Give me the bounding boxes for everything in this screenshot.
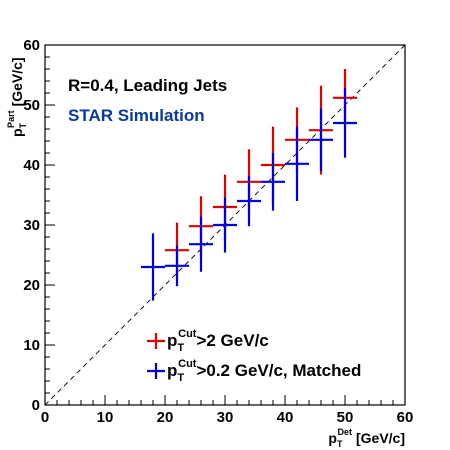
- x-axis-title: pTDet [GeV/c]: [328, 427, 405, 449]
- annotation-jet-info: R=0.4, Leading Jets: [68, 76, 227, 95]
- x-tick-label: 30: [217, 409, 234, 426]
- y-tick-label: 40: [23, 157, 40, 174]
- y-axis-title: pTPart[GeV/c]: [6, 57, 28, 137]
- y-tick-label: 20: [23, 277, 40, 294]
- axis-ticks: [44, 44, 406, 406]
- x-tick-label: 20: [157, 409, 174, 426]
- data-point: [285, 126, 309, 201]
- y-tick-labels: 0 10 20 30 40 50 60: [23, 37, 40, 414]
- y-tick-label: 30: [23, 217, 40, 234]
- legend-label-blue: pTCut>0.2 GeV/c, Matched: [167, 358, 361, 384]
- x-tick-label: 0: [41, 409, 49, 426]
- legend-entry-red: pTCut>2 GeV/c: [147, 328, 269, 354]
- y-tick-label: 50: [23, 97, 40, 114]
- series-0: [165, 69, 357, 278]
- data-point: [189, 216, 213, 272]
- legend-label-red: pTCut>2 GeV/c: [167, 328, 269, 354]
- data-point: [213, 197, 237, 253]
- y-tick-label: 10: [23, 337, 40, 354]
- x-tick-label: 40: [277, 409, 294, 426]
- series-1: [141, 88, 357, 301]
- data-point: [165, 245, 189, 287]
- x-tick-labels: 0 10 20 30 40 50 60: [41, 409, 414, 426]
- x-tick-label: 60: [397, 409, 414, 426]
- x-tick-label: 50: [337, 409, 354, 426]
- data-point: [309, 108, 333, 171]
- data-point: [141, 233, 165, 301]
- annotation-star-simulation: STAR Simulation: [68, 106, 205, 125]
- y-tick-label: 60: [23, 37, 40, 54]
- data-point: [261, 153, 285, 211]
- data-point: [333, 88, 357, 158]
- y-tick-label: 0: [32, 397, 40, 414]
- data-series: [141, 69, 357, 301]
- legend: pTCut>2 GeV/c pTCut>0.2 GeV/c, Matched: [147, 328, 361, 384]
- x-tick-label: 10: [97, 409, 114, 426]
- data-point: [237, 175, 261, 227]
- legend-entry-blue: pTCut>0.2 GeV/c, Matched: [147, 358, 361, 384]
